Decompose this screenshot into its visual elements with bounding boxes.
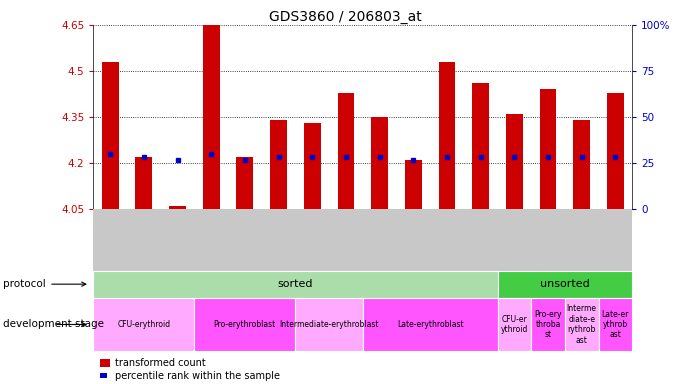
Bar (169, 206, 186, 209)
Bar (337, 93, 354, 209)
Text: Interme
diate-e
rythrob
ast: Interme diate-e rythrob ast (567, 305, 597, 344)
Bar (371, 117, 388, 209)
Text: CFU-erythroid: CFU-erythroid (117, 320, 171, 329)
Bar (270, 120, 287, 209)
Bar (236, 157, 254, 209)
Bar (363, 298, 498, 351)
Text: Late-er
ythrob
ast: Late-er ythrob ast (602, 310, 629, 339)
Bar (531, 298, 565, 351)
Bar (100, 359, 110, 367)
Text: transformed count: transformed count (115, 358, 206, 368)
Text: GDS3860 / 206803_at: GDS3860 / 206803_at (269, 10, 422, 23)
Bar (472, 83, 489, 209)
Text: Pro-erythroblast: Pro-erythroblast (214, 320, 276, 329)
Bar (304, 123, 321, 209)
Text: sorted: sorted (278, 279, 313, 289)
Text: Pro-ery
throba
st: Pro-ery throba st (534, 310, 562, 339)
Text: percentile rank within the sample: percentile rank within the sample (115, 371, 281, 381)
Text: protocol: protocol (3, 279, 86, 289)
Bar (498, 298, 531, 351)
Text: CFU-er
ythroid: CFU-er ythroid (501, 315, 528, 334)
Bar (102, 62, 119, 209)
Text: Late-erythroblast: Late-erythroblast (397, 320, 464, 329)
Bar (574, 120, 590, 209)
Bar (506, 114, 523, 209)
Bar (598, 298, 632, 351)
Bar (540, 89, 556, 209)
Bar (295, 298, 363, 351)
Bar (498, 271, 632, 298)
Bar (439, 62, 455, 209)
Bar (607, 93, 624, 209)
Bar (405, 160, 422, 209)
Text: Intermediate-erythroblast: Intermediate-erythroblast (279, 320, 379, 329)
Bar (202, 25, 220, 209)
Bar (93, 298, 194, 351)
Bar (93, 271, 498, 298)
Bar (100, 373, 107, 378)
Bar (194, 298, 295, 351)
Bar (565, 298, 598, 351)
Text: development stage: development stage (3, 319, 104, 329)
Bar (135, 157, 152, 209)
Bar (93, 209, 632, 271)
Text: unsorted: unsorted (540, 279, 589, 289)
